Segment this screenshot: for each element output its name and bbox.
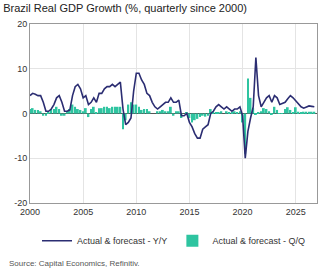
svg-text:2005: 2005 [73,207,93,217]
svg-text:-20: -20 [14,198,27,208]
svg-text:Brazil Real GDP Growth (%, qua: Brazil Real GDP Growth (%, quarterly sin… [3,2,247,14]
svg-text:0: 0 [22,109,27,119]
svg-text:2010: 2010 [126,207,146,217]
svg-text:-10: -10 [14,153,27,163]
svg-text:2025: 2025 [286,207,306,217]
svg-text:20: 20 [17,19,27,29]
svg-text:2015: 2015 [179,207,199,217]
svg-text:Actual & forecast - Q/Q: Actual & forecast - Q/Q [212,236,305,246]
svg-text:Source: Capital Economics, Ref: Source: Capital Economics, Refinitiv. [9,259,140,268]
svg-text:2000: 2000 [20,207,40,217]
svg-text:Actual & forecast - Y/Y: Actual & forecast - Y/Y [77,236,167,246]
svg-text:2020: 2020 [233,207,253,217]
svg-text:10: 10 [17,64,27,74]
